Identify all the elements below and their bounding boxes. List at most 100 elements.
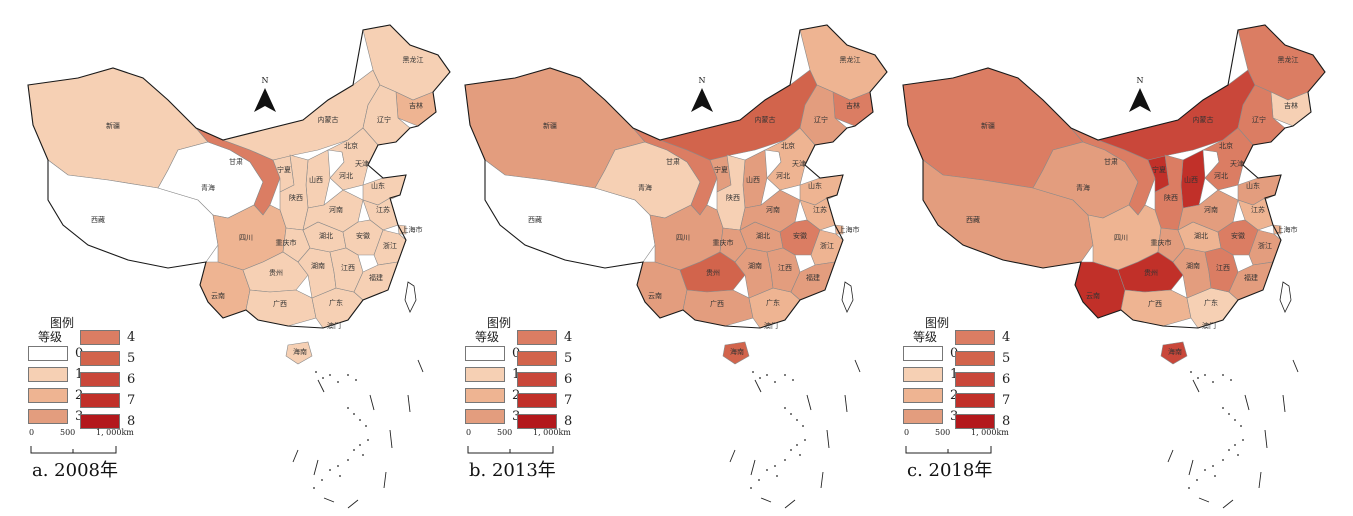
island-dot [766,374,768,376]
scale-tick-label: 0 [904,428,910,437]
island-dot [804,439,806,441]
legend-item: 8 [80,414,135,429]
province-label: 陕西 [726,193,740,202]
legend-label: 0 [512,346,520,361]
province-e6b5b7e58d97 [1160,341,1188,365]
legend-swatch [517,372,557,387]
province-label: 湖北 [319,231,333,240]
province-label: 河南 [1204,205,1218,214]
legend-item: 7 [80,393,135,408]
province-label: 广西 [710,299,724,308]
sea-boundary-dash [1244,394,1250,411]
province-e6b5b7e58d97 [722,341,750,365]
province-label: 贵州 [269,268,283,277]
scale-bar-line [467,446,554,454]
province-label: 辽宁 [814,115,828,124]
legend-item: 0 [903,346,958,361]
legend-item: 3 [465,409,520,424]
province-label: 云南 [1086,291,1100,300]
island-dot [1196,479,1198,481]
island-dot [329,374,331,376]
province-label: 广东 [329,298,343,307]
province-label: 贵州 [706,268,720,277]
province-label: 甘肃 [666,157,680,166]
province-label: 河北 [776,172,790,180]
legend-swatch [80,330,120,345]
province-e5b1b1e4b89c [1237,174,1282,206]
province-label: 福建 [1244,273,1258,282]
province-label: 江苏 [813,205,827,214]
island-dot [322,377,324,379]
province-label: 云南 [648,291,662,300]
sea-boundary-dash [754,379,762,393]
sea-boundary-dash [854,359,861,373]
sea-boundary-dash [323,497,335,503]
province-label: 四川 [676,234,690,242]
taiwan-outline [841,281,854,313]
north-arrow: N [687,76,717,118]
province-label: 天津 [355,160,369,168]
legend-swatch [80,351,120,366]
island-dot [1190,371,1192,373]
province-label: 湖南 [311,261,325,270]
panel-caption: c. 2018年 [907,460,993,481]
island-dot [1237,454,1239,456]
island-dot [802,425,804,427]
province-label: 重庆市 [276,238,297,247]
province-label: 山东 [371,181,385,190]
legend-item: 3 [903,409,958,424]
legend-swatch [955,372,995,387]
legend-label: 4 [564,330,573,345]
province-label: 黑龙江 [1278,55,1299,64]
island-dot [758,479,760,481]
province-label: 海南 [293,347,307,356]
legend-label: 7 [127,393,136,408]
legend-swatch [517,393,557,408]
legend-item: 2 [28,388,83,403]
legend-swatch [903,388,943,403]
legend-item: 4 [517,330,572,345]
province-e4ba91e58d97 [1074,261,1126,319]
legend-label: 8 [564,414,573,429]
legend-label: 2 [950,388,958,403]
province-label: 辽宁 [377,115,391,124]
legend-item: 6 [517,372,572,387]
province-label: 浙江 [820,241,834,250]
province-e4ba91e58d97 [199,261,251,319]
legend-item: 2 [465,388,520,403]
legend-swatch [955,393,995,408]
province-label: 江西 [1216,264,1230,272]
legend-label: 1 [75,367,83,382]
province-e5b1b1e4b89c [362,174,407,206]
sea-boundary-dash [1258,471,1262,489]
sea-boundary-dash [313,459,319,476]
province-e5ae89e5bebd [342,219,384,256]
island-dot [313,487,315,489]
scale-tick-label: 1, 000km [971,428,1009,437]
sea-boundary-dash [417,359,424,373]
legend-swatch [28,346,68,361]
legend-label: 6 [127,372,136,387]
province-label: 安徽 [1231,231,1245,240]
island-dot [774,381,776,383]
legend-label: 2 [75,388,83,403]
island-dot [774,465,776,467]
sea-boundary-dash [820,471,824,489]
panel-caption: a. 2008年 [32,460,118,481]
legend-swatch [955,351,995,366]
island-dot [347,407,349,409]
sea-boundary-dash [1222,499,1234,509]
province-label: 四川 [239,234,253,242]
province-e4b88ae6b5b7e5b882 [834,224,844,235]
legend-swatch [517,330,557,345]
north-arrow-icon [1129,88,1151,112]
province-label: 江苏 [376,205,390,214]
province-label: 河北 [1214,172,1228,180]
province-label: 广西 [273,299,287,308]
legend-title: 图例 [50,316,75,330]
province-label: 新疆 [543,121,557,130]
map-panel-1: 新疆 西藏 青海 甘肃 宁夏 内蒙古 黑龙江 吉林 辽宁 北京 天津 河北 山西 陕西 四川 重庆市 云南 贵州广… [18,0,463,516]
province-label: 浙江 [1258,241,1272,250]
province-label: 湖南 [1186,261,1200,270]
